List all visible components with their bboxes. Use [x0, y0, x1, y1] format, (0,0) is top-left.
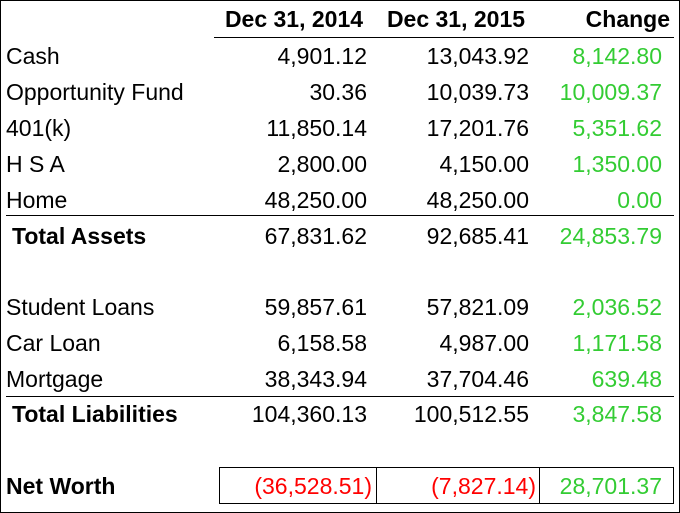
value-change: 2,036.52 — [572, 294, 662, 320]
total-assets-2015: 92,685.41 — [426, 223, 529, 249]
net-worth-box-right — [673, 467, 674, 504]
value-2014: 59,857.61 — [264, 294, 367, 320]
net-worth-label: Net Worth — [6, 473, 116, 499]
net-worth-2015: (7,827.14) — [431, 473, 536, 499]
table-row: Mortgage 38,343.94 37,704.46 639.48 — [0, 361, 680, 397]
total-assets-change: 24,853.79 — [559, 223, 662, 249]
table-row: Opportunity Fund 30.36 10,039.73 10,009.… — [0, 74, 680, 110]
liabilities-total-rule — [6, 396, 674, 397]
table-row: Student Loans 59,857.61 57,821.09 2,036.… — [0, 289, 680, 325]
value-change: 0.00 — [617, 187, 662, 213]
value-change: 639.48 — [591, 366, 662, 392]
value-change: 1,350.00 — [572, 151, 662, 177]
value-2015: 13,043.92 — [426, 43, 529, 69]
row-label: Opportunity Fund — [6, 79, 184, 105]
total-assets-row: Total Assets 67,831.62 92,685.41 24,853.… — [0, 218, 680, 254]
header-dec-2014: Dec 31, 2014 — [224, 6, 364, 32]
table-row: Cash 4,901.12 13,043.92 8,142.80 — [0, 38, 680, 74]
value-2014: 2,800.00 — [277, 151, 367, 177]
value-2014: 38,343.94 — [264, 366, 367, 392]
total-liabilities-row: Total Liabilities 104,360.13 100,512.55 … — [0, 396, 680, 432]
value-2014: 48,250.00 — [264, 187, 367, 213]
value-2015: 4,150.00 — [439, 151, 529, 177]
total-assets-2014: 67,831.62 — [264, 223, 367, 249]
assets-total-rule — [6, 215, 674, 216]
value-2014: 30.36 — [309, 79, 367, 105]
header-underline — [214, 37, 674, 38]
value-change: 5,351.62 — [572, 115, 662, 141]
total-liabilities-2014: 104,360.13 — [251, 401, 367, 427]
row-label: Car Loan — [6, 330, 101, 356]
net-worth-box-divider-1 — [376, 467, 377, 504]
net-worth-row: Net Worth (36,528.51) (7,827.14) 28,701.… — [0, 468, 680, 504]
value-2015: 4,987.00 — [439, 330, 529, 356]
total-liabilities-change: 3,847.58 — [572, 401, 662, 427]
value-change: 1,171.58 — [572, 330, 662, 356]
value-2015: 48,250.00 — [426, 187, 529, 213]
row-label: Student Loans — [6, 294, 155, 320]
value-2014: 6,158.58 — [277, 330, 367, 356]
value-change: 8,142.80 — [572, 43, 662, 69]
table-row: 401(k) 11,850.14 17,201.76 5,351.62 — [0, 110, 680, 146]
header-change: Change — [585, 6, 670, 32]
row-label: 401(k) — [6, 115, 72, 141]
row-label: Home — [6, 187, 68, 213]
header-dec-2015: Dec 31, 2015 — [386, 6, 526, 32]
total-liabilities-2015: 100,512.55 — [413, 401, 529, 427]
value-2014: 4,901.12 — [277, 43, 367, 69]
net-worth-box-left — [219, 467, 220, 504]
row-label: Cash — [6, 43, 60, 69]
net-worth-2014: (36,528.51) — [254, 473, 372, 499]
net-worth-box-divider-2 — [539, 467, 540, 504]
table-row: H S A 2,800.00 4,150.00 1,350.00 — [0, 146, 680, 182]
total-liabilities-label: Total Liabilities — [12, 401, 178, 427]
value-change: 10,009.37 — [559, 79, 662, 105]
net-worth-change: 28,701.37 — [559, 473, 662, 499]
value-2015: 17,201.76 — [426, 115, 529, 141]
value-2014: 11,850.14 — [266, 115, 367, 141]
row-label: Mortgage — [6, 366, 104, 392]
net-worth-box-bottom — [219, 503, 674, 504]
table-row: Home 48,250.00 48,250.00 0.00 — [0, 182, 680, 218]
total-assets-label: Total Assets — [12, 223, 147, 249]
value-2015: 10,039.73 — [426, 79, 529, 105]
table-row: Car Loan 6,158.58 4,987.00 1,171.58 — [0, 325, 680, 361]
value-2015: 57,821.09 — [426, 294, 529, 320]
value-2015: 37,704.46 — [426, 366, 529, 392]
header-row: Dec 31, 2014 Dec 31, 2015 Change — [0, 1, 680, 37]
net-worth-box-top — [219, 467, 674, 468]
row-label: H S A — [6, 151, 65, 177]
